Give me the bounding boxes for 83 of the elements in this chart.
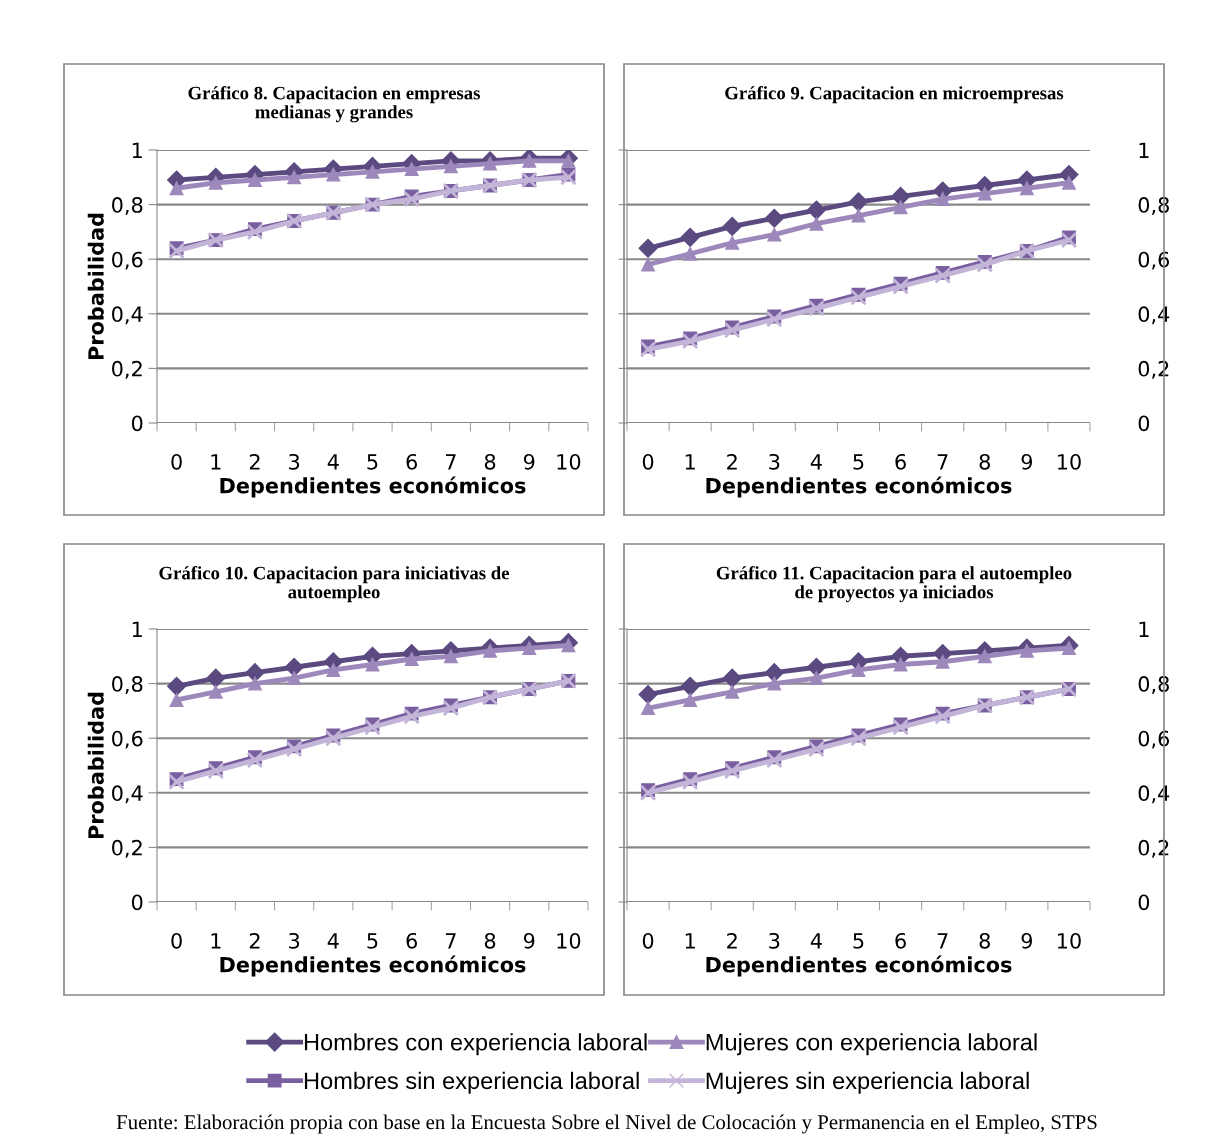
x-tick-label: 6 [406, 453, 417, 470]
y-tick-label: 0,6 [112, 730, 143, 749]
x-tick-label: 8 [979, 453, 990, 470]
x-tick-label: 4 [327, 454, 339, 470]
y-tick-label: 0 [131, 894, 143, 911]
x-tick-label: 7 [445, 454, 456, 470]
y-tick-label: 0,4 [1138, 306, 1170, 325]
x-tick-label: 9 [1021, 453, 1033, 470]
x-tick-label: 5 [367, 454, 378, 470]
x-tick-label: 9 [523, 932, 535, 949]
x-tick-label: 6 [406, 932, 417, 949]
chart-title: Gráfico 10. Capacitacion para iniciativas de autoempleo [159, 566, 510, 603]
x-tick-label: 5 [367, 933, 378, 949]
x-tick-label: 6 [895, 453, 906, 470]
x-tick-label: 9 [523, 453, 535, 470]
y-tick-label: 0,4 [112, 785, 143, 804]
y-tick-label: 0,4 [112, 306, 143, 325]
x-axis-title: Dependientes económicos [706, 476, 1012, 498]
x-tick-label: 2 [727, 932, 737, 949]
legend-label: Hombres sin experiencia laboral [304, 1071, 639, 1094]
x-tick-label: 3 [769, 453, 780, 470]
source-note: Fuente: Elaboración propia con base en la Encuesta Sobre el Nivel de Colocación y Permanencia en el Empleo, STPS [116, 1114, 1097, 1134]
y-tick-label: 0,6 [1138, 251, 1170, 270]
y-tick-label: 1 [132, 621, 142, 637]
y-axis-title: Probabilidad [87, 692, 104, 839]
x-tick-label: 5 [853, 454, 864, 470]
y-tick-label: 1 [1139, 621, 1149, 637]
chart-title: Gráfico 9. Capacitacion en microempresas [725, 86, 1064, 104]
x-tick-label: 7 [445, 933, 456, 949]
x-tick-label: 8 [484, 932, 496, 949]
y-tick-label: 1 [132, 142, 142, 158]
x-tick-label: 8 [979, 932, 990, 949]
x-tick-label: 1 [211, 933, 221, 949]
x-tick-label: 0 [642, 453, 654, 470]
x-tick-label: 5 [853, 933, 864, 949]
y-tick-label: 0 [1138, 415, 1150, 432]
y-tick-label: 0,8 [1138, 197, 1169, 215]
x-tick-label: 3 [289, 453, 300, 470]
x-tick-label: 0 [171, 932, 182, 949]
x-tick-label: 2 [249, 453, 260, 470]
y-tick-label: 0 [1138, 894, 1150, 911]
x-tick-label: 2 [727, 453, 737, 470]
x-tick-label: 2 [249, 932, 260, 949]
x-axis-title: Dependientes económicos [220, 955, 526, 977]
x-tick-label: 1 [685, 454, 695, 470]
x-tick-label: 10 [1057, 453, 1081, 470]
y-tick-label: 0,8 [112, 676, 143, 694]
y-tick-label: 0,6 [112, 251, 143, 270]
x-tick-label: 6 [895, 932, 906, 949]
x-tick-label: 4 [810, 454, 822, 470]
y-tick-label: 0,2 [112, 360, 142, 379]
x-tick-label: 3 [289, 932, 300, 949]
legend-label: Mujeres con experiencia laboral [706, 1033, 1037, 1056]
x-tick-label: 10 [557, 453, 581, 470]
legend-label: Mujeres sin experiencia laboral [706, 1071, 1029, 1094]
x-tick-label: 1 [685, 933, 695, 949]
x-tick-label: 10 [1057, 932, 1081, 949]
x-tick-label: 4 [327, 933, 339, 949]
x-tick-label: 7 [937, 454, 948, 470]
x-tick-label: 0 [642, 932, 654, 949]
y-tick-label: 0,6 [1138, 730, 1170, 749]
x-tick-label: 7 [937, 933, 948, 949]
y-tick-label: 0,2 [112, 839, 142, 858]
x-axis-title: Dependientes económicos [220, 476, 526, 498]
y-tick-label: 1 [1139, 142, 1149, 158]
chart-title: Gráfico 8. Capacitacion en empresas medianas y grandes [188, 86, 480, 123]
x-tick-label: 10 [557, 932, 581, 949]
x-tick-label: 4 [810, 933, 822, 949]
y-tick-label: 0,8 [1138, 676, 1169, 694]
legend-label: Hombres con experiencia laboral [304, 1033, 647, 1056]
y-tick-label: 0,2 [1138, 360, 1169, 379]
y-tick-label: 0,4 [1138, 785, 1170, 804]
x-tick-label: 8 [484, 453, 496, 470]
y-tick-label: 0,2 [1138, 839, 1169, 858]
y-tick-label: 0,8 [112, 197, 143, 215]
chart-title: Gráfico 11. Capacitacion para el autoempleo de proyectos ya iniciados [716, 566, 1072, 603]
x-tick-label: 1 [211, 454, 221, 470]
x-tick-label: 9 [1021, 932, 1033, 949]
x-tick-label: 3 [769, 932, 780, 949]
x-axis-title: Dependientes económicos [706, 955, 1012, 977]
y-tick-label: 0 [131, 415, 143, 432]
y-axis-title: Probabilidad [87, 213, 104, 360]
x-tick-label: 0 [171, 453, 182, 470]
